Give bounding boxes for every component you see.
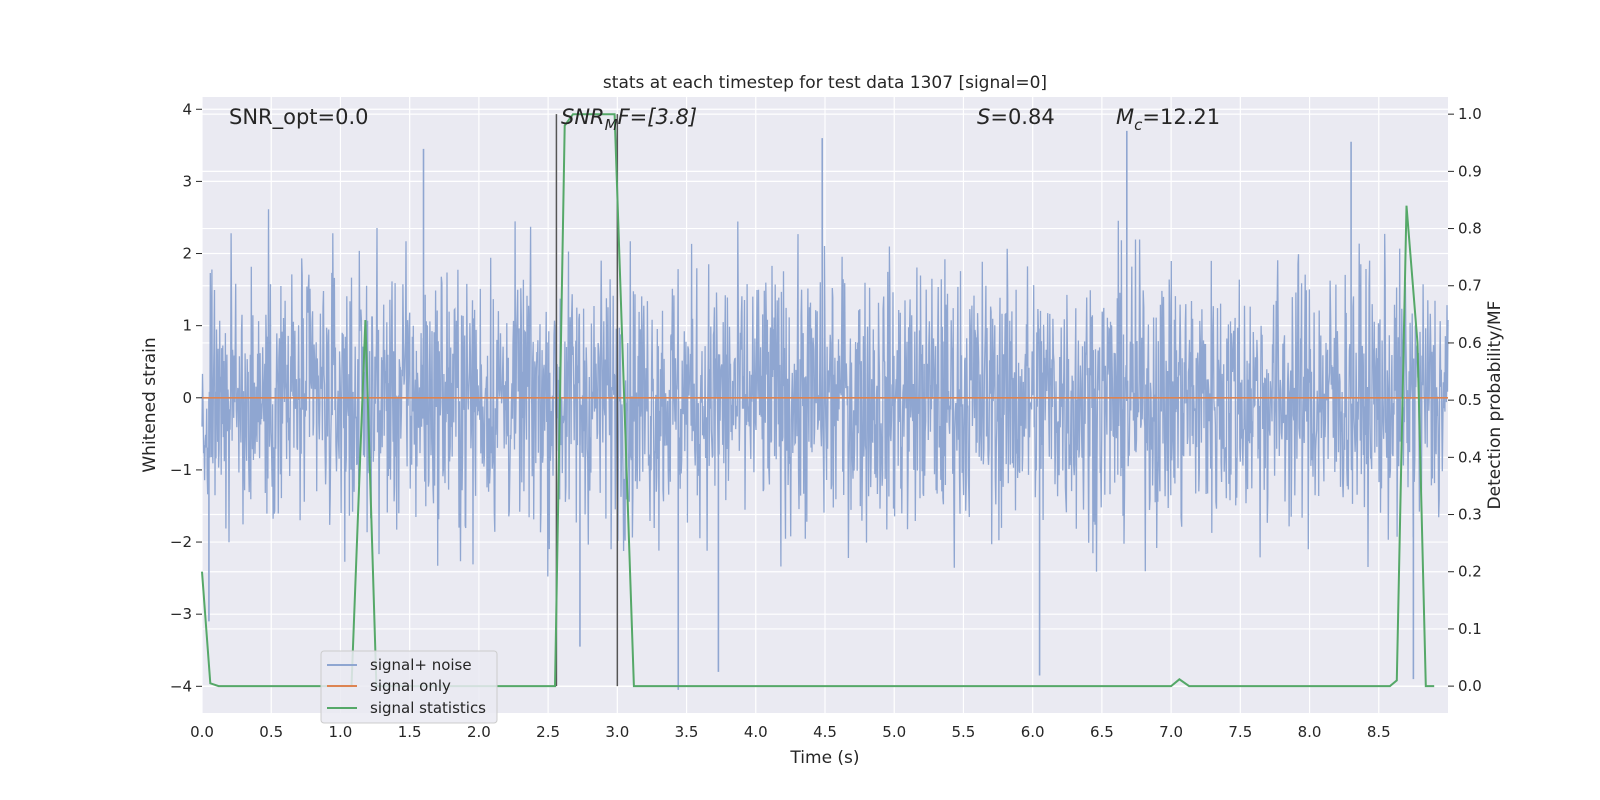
mc-subscript: c	[1134, 116, 1143, 134]
chart-title: stats at each timestep for test data 130…	[603, 73, 1047, 93]
s-suffix: =0.84	[990, 105, 1054, 129]
legend-label-signal-only: signal only	[370, 677, 451, 695]
x-tick-label: 3.5	[675, 723, 699, 741]
legend-label-signal-plus-noise: signal+ noise	[370, 656, 472, 674]
y-tick-label: 0	[182, 389, 192, 407]
annotation-snr-opt: SNR_opt=0.0	[229, 105, 369, 130]
snr-mf-suffix: F=[3.8]	[618, 105, 697, 129]
s-prefix: S	[977, 105, 990, 129]
x-tick-label: 1.5	[398, 723, 422, 741]
x-tick-label: 8.5	[1367, 723, 1391, 741]
y-right-tick-label: 0.7	[1458, 277, 1482, 295]
annotation-s: S=0.84	[977, 105, 1055, 129]
y-tick-label: 2	[182, 245, 192, 263]
y-right-tick-label: 0.2	[1458, 563, 1482, 581]
signal-plus-noise-series	[201, 130, 1449, 690]
x-tick-label: 3.0	[605, 723, 629, 741]
signal-statistics-line	[201, 113, 1435, 688]
x-tick-label: 5.5	[952, 723, 976, 741]
x-tick-label: 1.0	[329, 723, 353, 741]
signal-plus-noise-line	[201, 209, 1449, 577]
legend-box	[320, 650, 498, 724]
y-right-tick-label: 0.0	[1458, 677, 1482, 695]
mc-prefix: M	[1116, 105, 1134, 129]
y-right-tick-label: 0.9	[1458, 162, 1482, 180]
y-right-axis-label: Detection probability/MF	[1485, 301, 1505, 510]
y-right-tick-label: 0.5	[1458, 391, 1482, 409]
x-tick-label: 7.5	[1228, 723, 1252, 741]
x-tick-label: 6.5	[1090, 723, 1114, 741]
y-tick-label: −4	[170, 677, 192, 695]
y-tick-label: 1	[182, 317, 192, 335]
legend: signal+ noise signal only signal statist…	[320, 650, 498, 724]
annotation-snr-mf: SNRMF=[3.8]	[561, 105, 697, 134]
snr-mf-prefix: SNR	[561, 105, 605, 129]
x-tick-label: 4.0	[744, 723, 768, 741]
y-tick-label: 4	[182, 100, 192, 118]
y-axis-label: Whitened strain	[140, 337, 160, 472]
annotation-mc: Mc=12.21	[1116, 105, 1220, 134]
y-right-tick-label: 1.0	[1458, 105, 1482, 123]
x-tick-label: 6.0	[1021, 723, 1045, 741]
x-tick-label: 8.0	[1298, 723, 1322, 741]
overlay-series	[201, 113, 1448, 688]
x-tick-label: 7.0	[1159, 723, 1183, 741]
x-axis-label: Time (s)	[789, 748, 859, 768]
y-tick-label: −2	[170, 533, 192, 551]
x-tick-label: 2.0	[467, 723, 491, 741]
y-right-tick-label: 0.6	[1458, 334, 1482, 352]
x-tick-label: 5.0	[882, 723, 906, 741]
y-right-tick-label: 0.4	[1458, 448, 1482, 466]
ticks: 0.0 0.5 1.0 1.5 2.0 2.5 3.0 3.5 4.0 4.5 5.0 5.5 6.0 6…	[170, 100, 1482, 741]
x-tick-label: 2.5	[536, 723, 560, 741]
y-tick-label: 3	[182, 172, 192, 190]
y-right-tick-label: 0.3	[1458, 506, 1482, 524]
x-tick-label: 0.5	[259, 723, 283, 741]
y-right-tick-label: 0.1	[1458, 620, 1482, 638]
y-right-tick-label: 0.8	[1458, 220, 1482, 238]
legend-label-signal-statistics: signal statistics	[370, 699, 486, 717]
snr-mf-subscript: M	[605, 116, 618, 134]
y-tick-label: −3	[170, 605, 192, 623]
x-tick-label: 4.5	[813, 723, 837, 741]
y-tick-label: −1	[170, 461, 192, 479]
mc-suffix: =12.21	[1142, 105, 1220, 129]
x-tick-label: 0.0	[190, 723, 214, 741]
